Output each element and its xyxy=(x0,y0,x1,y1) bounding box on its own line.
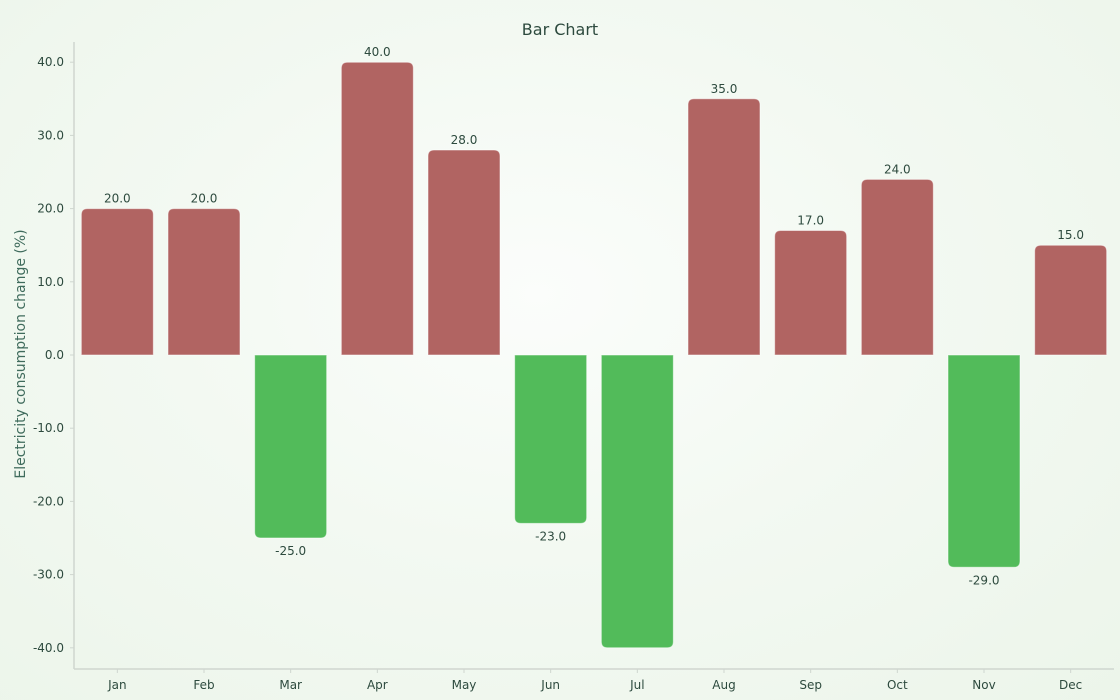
bar-mar xyxy=(254,354,328,539)
data-label-dec: 15.0 xyxy=(1057,228,1084,242)
bar-feb xyxy=(167,208,241,356)
x-tick-label-nov: Nov xyxy=(972,678,995,692)
data-labels: 20.0 20.0 -25.0 40.0 28.0 -23.0 35.0 17.0 24.0 -2… xyxy=(104,45,1084,587)
chart-title: Bar Chart xyxy=(522,20,598,39)
data-label-nov: -29.0 xyxy=(968,573,999,587)
y-axis-label: Electricity consumption change (%) xyxy=(13,229,29,478)
bars xyxy=(80,61,1108,649)
data-label-jan: 20.0 xyxy=(104,192,131,206)
y-tick-label: -10.0 xyxy=(33,421,64,435)
x-ticks: Jan Feb Mar Apr May Jun Jul Aug Sep Oct Nov Dec xyxy=(107,669,1082,692)
x-tick-label-aug: Aug xyxy=(712,678,735,692)
bar-nov xyxy=(947,354,1021,568)
data-label-may: 28.0 xyxy=(451,133,478,147)
data-label-sep: 17.0 xyxy=(797,214,824,228)
data-label-jun: -23.0 xyxy=(535,529,566,543)
y-tick-label: -20.0 xyxy=(33,494,64,508)
y-tick-label: 20.0 xyxy=(37,202,64,216)
bar-jun xyxy=(514,354,588,524)
x-tick-label-apr: Apr xyxy=(367,678,388,692)
x-tick-label-jul: Jul xyxy=(629,678,644,692)
data-label-apr: 40.0 xyxy=(364,45,391,59)
y-tick-label: 30.0 xyxy=(37,128,64,142)
x-tick-label-feb: Feb xyxy=(193,678,214,692)
y-tick-label: 10.0 xyxy=(37,275,64,289)
x-tick-label-mar: Mar xyxy=(279,678,302,692)
bar-sep xyxy=(774,230,848,356)
y-tick-label: -40.0 xyxy=(33,641,64,655)
x-tick-label-jun: Jun xyxy=(540,678,560,692)
x-tick-label-dec: Dec xyxy=(1059,678,1082,692)
data-label-feb: 20.0 xyxy=(191,192,218,206)
data-label-oct: 24.0 xyxy=(884,162,911,176)
x-tick-label-may: May xyxy=(452,678,477,692)
y-tick-label: 40.0 xyxy=(37,55,64,69)
data-label-aug: 35.0 xyxy=(711,82,738,96)
data-label-mar: -25.0 xyxy=(275,544,306,558)
bar-aug xyxy=(687,98,761,356)
y-ticks: 40.0 30.0 20.0 10.0 0.0 -10.0 -20.0 -30.0 -40.0 xyxy=(33,55,74,655)
bar-dec xyxy=(1034,244,1108,356)
bar-jan xyxy=(80,208,154,356)
x-tick-label-jan: Jan xyxy=(107,678,127,692)
bar-oct xyxy=(860,178,934,356)
bar-apr xyxy=(340,61,414,356)
bar-jul xyxy=(600,354,674,649)
bar-may xyxy=(427,149,501,356)
y-tick-label: 0.0 xyxy=(45,348,64,362)
y-tick-label: -30.0 xyxy=(33,568,64,582)
x-tick-label-oct: Oct xyxy=(887,678,908,692)
x-tick-label-sep: Sep xyxy=(799,678,822,692)
